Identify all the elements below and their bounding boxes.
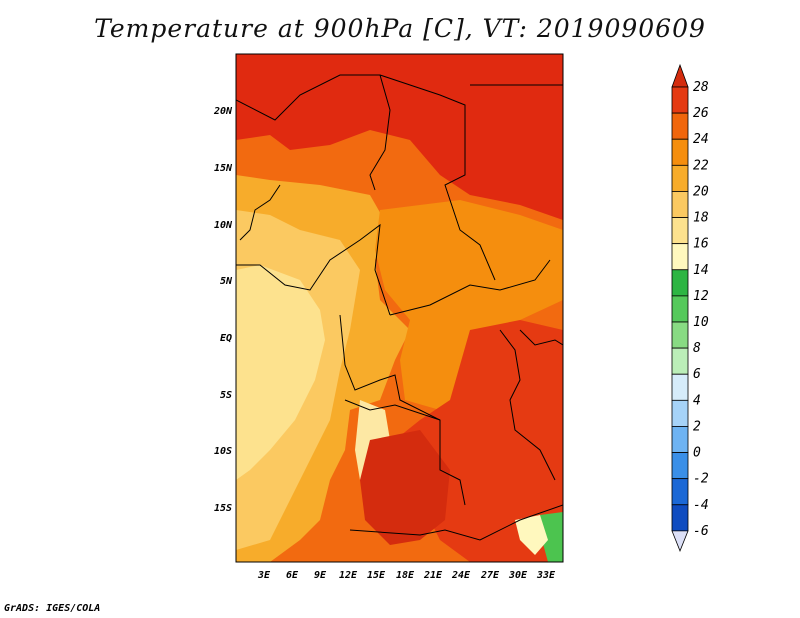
lon-axis: 3E 6E 9E 12E 15E 18E 21E 24E 27E 30E 33E (257, 570, 556, 581)
colorbar-label: 28 (693, 80, 709, 95)
lat-label: 20N (213, 106, 233, 117)
colorbar-swatch (671, 373, 689, 401)
colorbar-swatch (671, 269, 689, 297)
boundary-car (389, 259, 551, 316)
colorbar-label: -2 (693, 472, 709, 487)
boundary-chad (379, 74, 496, 281)
lon-label: 3E (257, 570, 271, 581)
colorbar-swatch (671, 478, 689, 506)
boundary-lake-victoria (519, 329, 563, 346)
boundary-drc (339, 314, 466, 506)
colorbar-label: 20 (693, 184, 709, 199)
colorbar-label: -6 (693, 524, 709, 539)
lon-label: 33E (536, 570, 556, 581)
colorbar-label: 8 (693, 341, 701, 356)
colorbar-label: 0 (693, 446, 701, 461)
colorbar-label: -4 (693, 498, 709, 513)
colorbar-label: 10 (693, 315, 709, 330)
lon-label: 12E (339, 570, 358, 581)
colorbar-swatch (671, 399, 689, 427)
colorbar-swatch (671, 452, 689, 480)
lon-label: 24E (451, 570, 471, 581)
lat-axis: 20N 15N 10N 5N EQ 5S 10S 15S (213, 106, 233, 514)
lat-label: 10N (214, 220, 233, 231)
lat-label: 5S (220, 390, 232, 401)
lat-label: 5N (220, 276, 233, 287)
colorbar-label: 16 (693, 237, 709, 252)
field-south-hot (360, 430, 450, 545)
lon-label: 9E (314, 570, 327, 581)
field-green-patch (540, 512, 563, 562)
lat-label: 10S (214, 446, 232, 457)
colorbar-label: 18 (693, 211, 709, 226)
colorbar-label: 2 (693, 419, 701, 434)
colorbar-label: 24 (693, 132, 709, 147)
boundary-gulf (236, 223, 391, 316)
colorbar-label: 26 (693, 106, 709, 121)
colorbar-swatch (671, 86, 689, 114)
colorbar-swatch (671, 112, 689, 140)
country-boundaries (236, 74, 563, 541)
lat-label: 15S (214, 503, 232, 514)
colorbar-top-arrow (671, 63, 689, 88)
colorbar-swatch (671, 217, 689, 245)
colorbar-swatch (671, 504, 689, 532)
lon-label: 27E (480, 570, 500, 581)
boundary-westafrica (239, 184, 281, 241)
field-coastal-cool (236, 265, 325, 480)
map-frame (235, 53, 564, 563)
colorbar-label: 14 (693, 263, 709, 278)
map-title: Temperature at 900hPa [C], VT: 201909060… (94, 14, 706, 43)
colorbar-label: 4 (693, 393, 701, 408)
boundary-south (349, 504, 563, 541)
colorbar-swatch (671, 164, 689, 192)
colorbar-swatch (671, 321, 689, 349)
boundary-east (499, 329, 556, 481)
lon-label: 6E (286, 570, 299, 581)
temperature-field (236, 54, 563, 562)
colorbar-swatch (671, 347, 689, 375)
colorbar-bottom-arrow (671, 530, 689, 552)
colorbar-label: 6 (693, 367, 701, 382)
boundary-angola-north (344, 399, 441, 421)
lat-label: 15N (214, 163, 233, 174)
colorbar-swatch (671, 243, 689, 271)
colorbar-swatch (671, 426, 689, 453)
lon-label: 15E (367, 570, 386, 581)
lon-label: 18E (396, 570, 415, 581)
colorbar-label: 22 (693, 158, 709, 173)
field-central-mid (375, 200, 563, 410)
field-north-hot (236, 54, 563, 220)
lon-label: 30E (508, 570, 528, 581)
colorbar-swatch (671, 138, 689, 166)
colorbar-label: 12 (693, 289, 709, 304)
colorbar-swatch (671, 191, 689, 218)
field-light-patch (515, 515, 548, 555)
grads-credit: GrADS: IGES/COLA (4, 603, 101, 614)
colorbar-swatch (671, 295, 689, 323)
lon-label: 21E (423, 570, 443, 581)
lat-label: EQ (220, 333, 232, 344)
